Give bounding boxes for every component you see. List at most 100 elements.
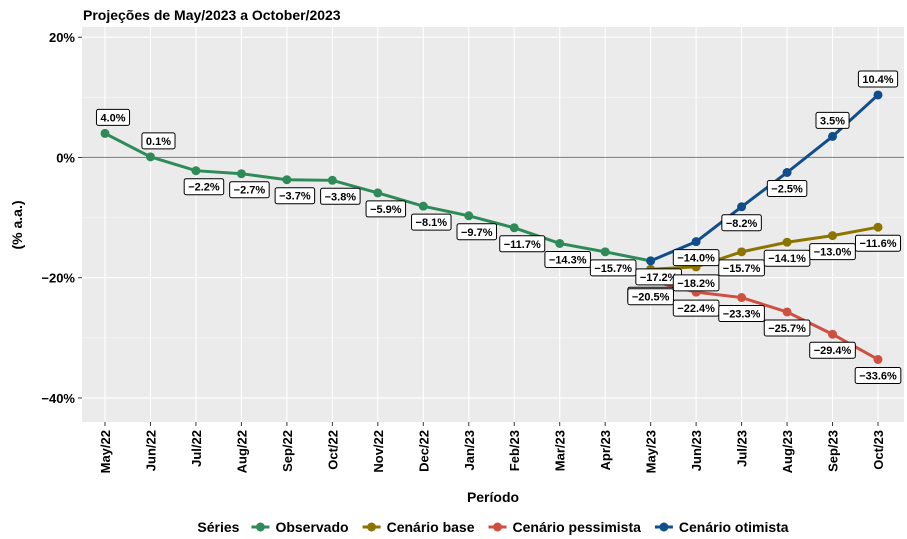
data-label: 4.0% bbox=[95, 108, 131, 126]
series-line bbox=[650, 93, 880, 263]
x-tick-label: Oct/23 bbox=[871, 430, 886, 470]
point bbox=[555, 238, 565, 248]
data-label-box bbox=[627, 288, 674, 306]
y-tick-label: −40% bbox=[41, 391, 75, 406]
data-label-text: −18.2% bbox=[677, 278, 715, 290]
data-label: −14.3% bbox=[544, 250, 592, 268]
x-tick-label: Jun/23 bbox=[689, 430, 704, 471]
x-tick-label: Dec/22 bbox=[416, 430, 431, 472]
data-label: −2.7% bbox=[229, 181, 270, 199]
data-label-box bbox=[718, 259, 765, 277]
data-label: −11.6% bbox=[854, 234, 902, 252]
y-tick-label: −20% bbox=[41, 271, 75, 286]
data-label-text: −15.7% bbox=[723, 263, 761, 275]
data-label-text: −8.2% bbox=[726, 218, 758, 230]
data-label: −3.7% bbox=[274, 187, 316, 205]
data-label-text: 4.0% bbox=[100, 112, 125, 124]
data-label: −18.2% bbox=[672, 274, 720, 292]
data-label: −23.3% bbox=[718, 305, 765, 323]
data-label-box bbox=[854, 366, 902, 384]
point bbox=[236, 169, 246, 179]
data-label-text: 10.4% bbox=[862, 74, 893, 86]
x-tick-label: Nov/22 bbox=[371, 430, 386, 473]
data-label: −29.4% bbox=[809, 341, 856, 359]
data-label: 10.4% bbox=[857, 70, 899, 88]
data-label-box bbox=[183, 178, 225, 196]
x-tick-label: May/22 bbox=[98, 430, 113, 473]
point bbox=[418, 201, 428, 211]
legend-title: Séries bbox=[197, 519, 239, 535]
data-label-text: −11.6% bbox=[859, 238, 896, 250]
legend-swatch bbox=[659, 522, 669, 532]
x-tick-label: Aug/22 bbox=[234, 430, 249, 473]
data-label-text: −23.3% bbox=[723, 309, 761, 321]
data-label-box bbox=[809, 243, 856, 261]
chart-title: Projeções de May/2023 a October/2023 bbox=[83, 7, 341, 23]
x-tick-label: Mar/23 bbox=[553, 430, 568, 471]
data-label-box bbox=[365, 200, 407, 218]
legend-swatch bbox=[367, 522, 377, 532]
point bbox=[782, 167, 792, 177]
data-label-box bbox=[95, 108, 131, 126]
data-label: −33.6% bbox=[854, 366, 902, 384]
data-label-box bbox=[411, 213, 452, 231]
data-label-text: −2.7% bbox=[234, 185, 266, 197]
data-label-text: −11.7% bbox=[504, 239, 541, 251]
legend-label: Cenário base bbox=[387, 519, 475, 535]
data-label-text: −17.2% bbox=[640, 272, 678, 284]
data-label-text: −3.7% bbox=[279, 191, 311, 203]
data-label: −14.1% bbox=[763, 249, 811, 267]
data-label-box bbox=[766, 179, 808, 197]
data-label-box bbox=[274, 187, 316, 205]
point bbox=[100, 128, 110, 138]
x-tick-label: Aug/23 bbox=[780, 430, 795, 473]
x-axis-label: Período bbox=[467, 489, 519, 505]
x-tick-label: Oct/22 bbox=[325, 430, 340, 470]
point bbox=[282, 175, 292, 185]
point bbox=[828, 231, 838, 241]
x-tick-label: Jan/23 bbox=[462, 430, 477, 470]
data-label: −2.5% bbox=[766, 179, 808, 197]
data-label: −25.7% bbox=[763, 319, 811, 337]
data-label-text: −2.2% bbox=[188, 182, 220, 194]
point bbox=[737, 247, 747, 257]
legend-swatch bbox=[493, 522, 503, 532]
point bbox=[509, 223, 519, 233]
legend-label: Observado bbox=[275, 519, 348, 535]
data-label-box bbox=[809, 341, 856, 359]
data-label-box bbox=[854, 234, 902, 252]
point bbox=[646, 256, 656, 266]
data-label-text: −29.4% bbox=[814, 345, 852, 357]
data-label-text: −14.0% bbox=[677, 253, 715, 265]
data-label-box bbox=[857, 70, 899, 88]
data-label-text: −2.5% bbox=[771, 183, 803, 195]
data-label-text: −33.6% bbox=[859, 370, 897, 382]
legend-item: Cenário otimista bbox=[654, 519, 789, 535]
data-label-box bbox=[141, 132, 176, 150]
data-label-box bbox=[672, 274, 720, 292]
point bbox=[373, 188, 383, 198]
data-label-text: −8.1% bbox=[416, 217, 448, 229]
data-label-box bbox=[456, 223, 498, 241]
legend-item: Observado bbox=[251, 519, 349, 535]
x-tick-label: Sep/23 bbox=[826, 430, 841, 472]
point bbox=[600, 247, 610, 257]
y-axis-label: (% a.a.) bbox=[9, 200, 25, 249]
data-label-text: −3.8% bbox=[325, 191, 357, 203]
point bbox=[691, 237, 701, 247]
data-label: 0.1% bbox=[141, 132, 176, 150]
y-tick-label: 20% bbox=[49, 30, 75, 45]
data-label-text: −14.3% bbox=[549, 254, 587, 266]
data-label: −13.0% bbox=[809, 243, 856, 261]
legend-label: Cenário otimista bbox=[679, 519, 789, 535]
data-label-text: −5.9% bbox=[370, 204, 402, 216]
data-label: −15.7% bbox=[589, 259, 637, 277]
point bbox=[782, 237, 792, 247]
point bbox=[828, 131, 838, 141]
data-label: −22.4% bbox=[672, 299, 720, 317]
legend-swatch bbox=[255, 522, 265, 532]
data-label-box bbox=[320, 187, 361, 205]
x-tick-label: Apr/23 bbox=[598, 430, 613, 470]
data-label-text: −20.5% bbox=[632, 292, 670, 304]
x-tick-label: May/23 bbox=[644, 430, 659, 473]
